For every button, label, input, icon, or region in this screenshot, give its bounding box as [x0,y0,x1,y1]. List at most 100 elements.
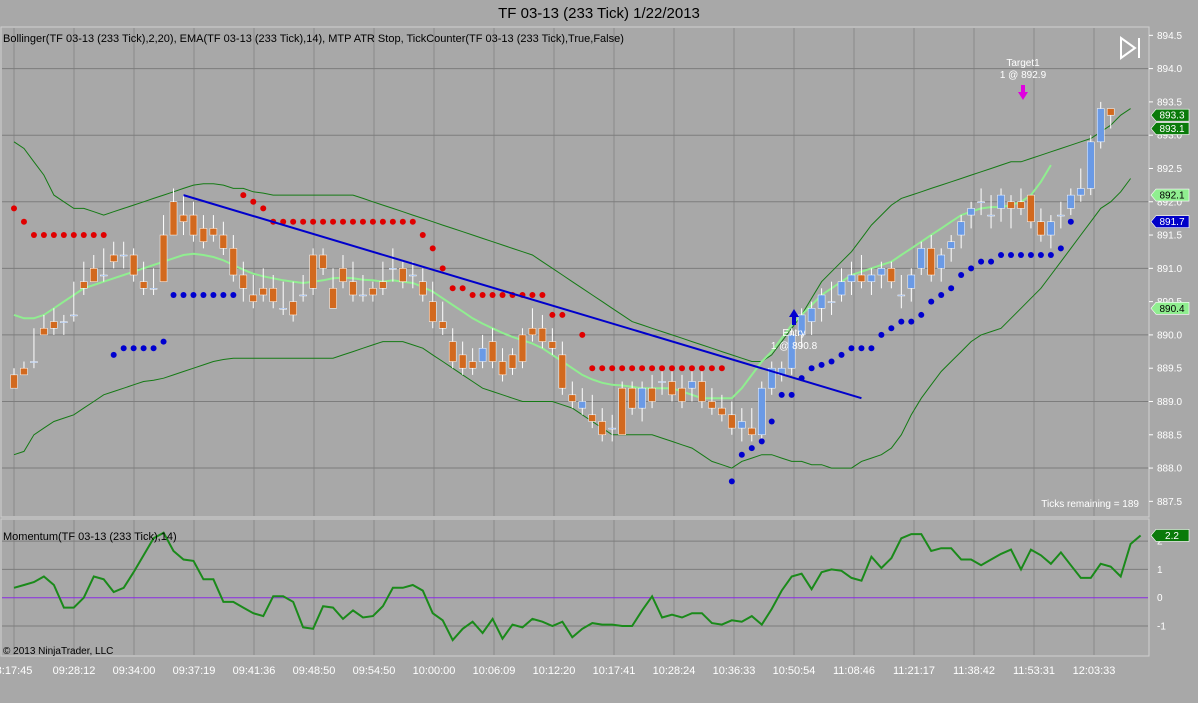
momentum-panel[interactable] [0,518,1150,657]
atr-stop-dot [409,218,416,225]
candle [728,414,736,429]
candle [787,334,796,369]
candle [379,281,387,289]
price-badge-shape [1150,301,1190,315]
entry-arrow-icon [789,309,799,325]
time-tick-label: 10:00:00 [413,665,456,677]
atr-stop-dot [160,338,167,345]
candle [1047,221,1055,236]
candle [867,274,876,282]
candle [259,288,267,296]
candle [638,387,646,409]
atr-stop-dot [938,291,945,298]
chart-title: TF 03-13 (233 Tick) 1/22/2013 [498,5,700,22]
atr-stop-dot [828,358,835,365]
atr-stop-dot [748,445,755,452]
atr-stop-dot [280,218,287,225]
atr-stop-dot [230,291,237,298]
candle [299,294,307,297]
candle [339,268,347,282]
atr-stop-dot [90,232,97,239]
candle [169,201,178,236]
indicator-label: Bollinger(TF 03-13 (233 Tick),2,20), EMA… [3,33,624,45]
price-tick-label: 892.5 [1157,164,1182,175]
price-tick-label: 892.0 [1157,197,1182,208]
atr-stop-dot [738,451,745,458]
atr-stop-dot [549,311,556,318]
atr-stop-dot [858,345,865,352]
atr-stop-dot [459,285,466,292]
candle [927,248,935,276]
atr-stop-dot [20,218,27,225]
candle [498,361,507,376]
atr-stop-dot [888,325,895,332]
trendline[interactable] [183,194,862,400]
time-tick-label: 09:28:12 [53,665,96,677]
atr-stop-dot [260,205,267,212]
price-panel[interactable] [0,26,1150,518]
candle [947,241,955,249]
candle [508,354,517,369]
atr-stop-dot [140,345,147,352]
candle [767,367,776,389]
atr-stop-dot [80,232,87,239]
momentum-tick-label: 1 [1157,565,1163,576]
atr-stop-dot [669,365,676,372]
candle [359,294,367,297]
candle [518,334,527,362]
price-badge-shape [1150,215,1190,229]
candle [309,254,317,289]
candle [458,354,467,369]
atr-stop-dot [130,345,137,352]
atr-stop-dot [240,192,247,199]
price-tick-label: 889.0 [1157,397,1182,408]
candle [319,254,327,269]
candle [578,401,587,409]
candle [90,268,98,282]
candle [159,234,168,282]
momentum-badge: 2.2 [1165,531,1179,542]
atr-stop-dot [1067,218,1074,225]
candle [99,274,108,277]
atr-stop-dot [1027,252,1034,259]
candle [409,274,417,277]
time-tick-label: 10:50:54 [773,665,816,677]
time-tick-label: 09:54:50 [353,665,396,677]
target-annotation: Target1 1 @ 892.9 [1000,58,1047,100]
price-badge-shape [1150,122,1190,135]
candle [837,281,846,296]
candle [1027,194,1035,222]
atr-stop-dot [180,291,187,298]
atr-stop-dot [110,351,117,358]
atr-stop-dot [698,365,705,372]
atr-stop-dot [1017,252,1024,259]
play-to-end-icon[interactable] [1120,36,1140,60]
atr-stop-dot [688,365,695,372]
atr-stop-dot [1047,252,1054,259]
time-tick-label: 10:28:24 [653,665,696,677]
price-badge: 891.7 [1159,217,1184,228]
candle [289,301,297,316]
candle [428,301,437,322]
candle [1007,201,1015,209]
candle [588,414,597,422]
candlesticks [10,101,1115,442]
candle [279,308,287,310]
candle [917,248,926,269]
atr-stop-dot [369,218,376,225]
price-tick-label: 890.0 [1157,330,1182,341]
price-badges: 893.3 893.1 892.1 891.7 890.4 2.2 [1150,108,1190,542]
atr-stop-dot [978,258,985,265]
candle [468,361,477,369]
ema-line [13,164,1052,400]
candle [1067,194,1075,209]
atr-stop-dots [11,192,1074,485]
target-price-label: 1 @ 892.9 [1000,70,1047,81]
atr-stop-dot [768,418,775,425]
target-label: Target1 [1006,58,1040,69]
price-badge: 893.3 [1159,111,1184,122]
momentum-tick-label: 0 [1157,593,1163,604]
atr-stop-dot [250,198,257,205]
candle [119,254,128,257]
